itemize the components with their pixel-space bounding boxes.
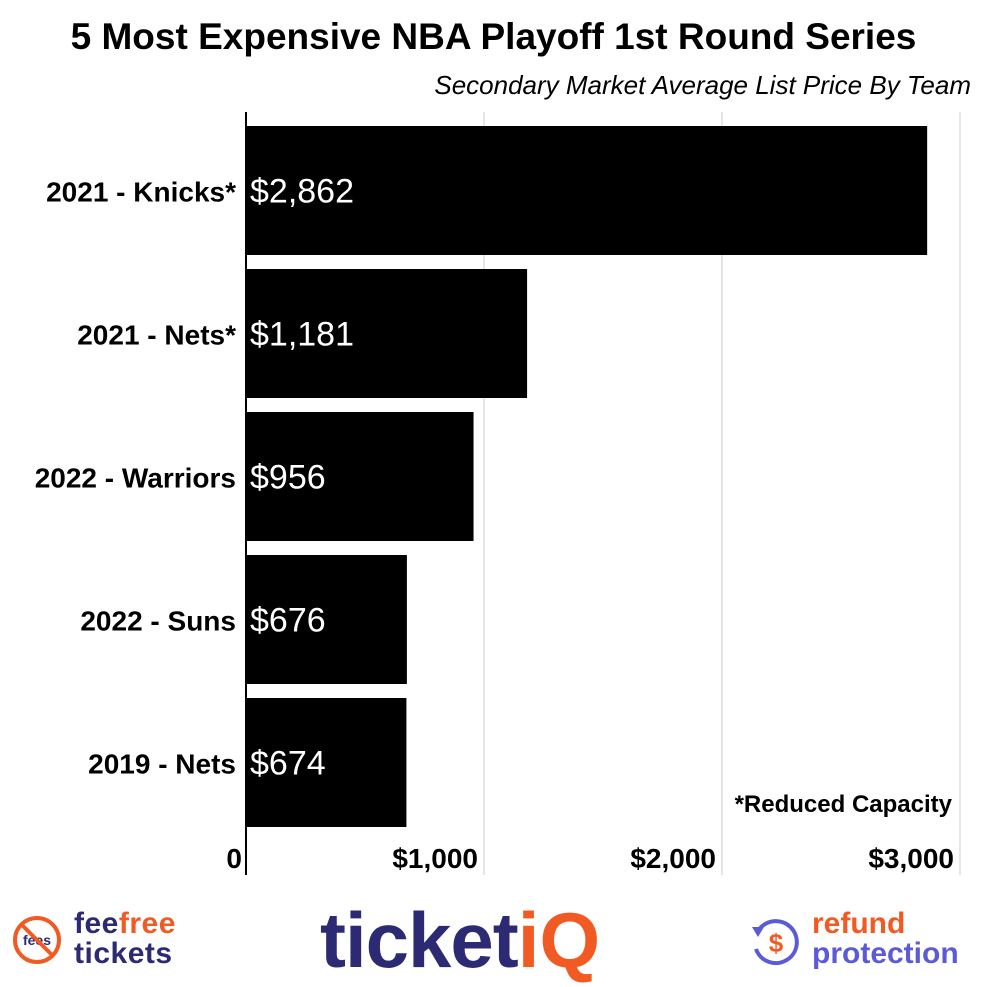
- free-word: free: [118, 907, 176, 940]
- category-label: 2019 - Nets: [88, 749, 236, 780]
- chart-title: 5 Most Expensive NBA Playoff 1st Round S…: [70, 16, 917, 57]
- ticketiq-logo: ticketiQ: [320, 897, 670, 983]
- x-tick-label: $2,000: [630, 843, 716, 874]
- chart-subtitle: Secondary Market Average List Price By T…: [434, 70, 971, 100]
- bar: [246, 698, 407, 827]
- bar-value-label: $956: [250, 459, 326, 497]
- bar: [246, 555, 407, 684]
- feefree-tickets-logo: fees feefree tickets: [12, 909, 212, 973]
- tickets-word: tickets: [74, 937, 173, 970]
- refund-text: refund protection: [812, 909, 959, 969]
- x-tick-label: $3,000: [868, 843, 954, 874]
- footer-logos: fees feefree tickets ticketiQ $ refund p…: [0, 895, 987, 987]
- bar-value-label: $2,862: [250, 173, 354, 211]
- bar-value-label: $676: [250, 602, 326, 640]
- x-tick-label: $1,000: [392, 843, 478, 874]
- x-tick-label: 0: [226, 843, 242, 874]
- brand-main-text: ticket: [320, 896, 519, 984]
- protection-word: protection: [812, 937, 959, 970]
- brand-accent-i: i: [517, 896, 540, 984]
- fee-word: fee: [74, 907, 119, 940]
- category-label: 2022 - Suns: [80, 606, 236, 637]
- brand-accent-q: Q: [539, 896, 601, 984]
- category-label: 2021 - Nets*: [77, 320, 236, 351]
- refund-icon: $: [752, 919, 799, 966]
- feefree-text: feefree tickets: [74, 909, 176, 969]
- bar-chart: $2,862 2021 - Knicks* $1,181 2021 - Nets* $9…: [35, 112, 961, 875]
- no-fees-icon: fees: [13, 916, 61, 964]
- bar-value-label: $1,181: [250, 316, 354, 354]
- bar-value-label: $674: [250, 745, 326, 783]
- bar: [246, 126, 928, 255]
- reduced-capacity-note: *Reduced Capacity: [735, 791, 953, 818]
- refund-protection-logo: $ refund protection: [748, 909, 978, 973]
- refund-word: refund: [812, 907, 906, 940]
- bar: [246, 269, 528, 398]
- category-label: 2022 - Warriors: [35, 463, 236, 494]
- category-label: 2021 - Knicks*: [46, 177, 236, 208]
- bar: [246, 412, 474, 541]
- dollar-symbol: $: [769, 928, 784, 958]
